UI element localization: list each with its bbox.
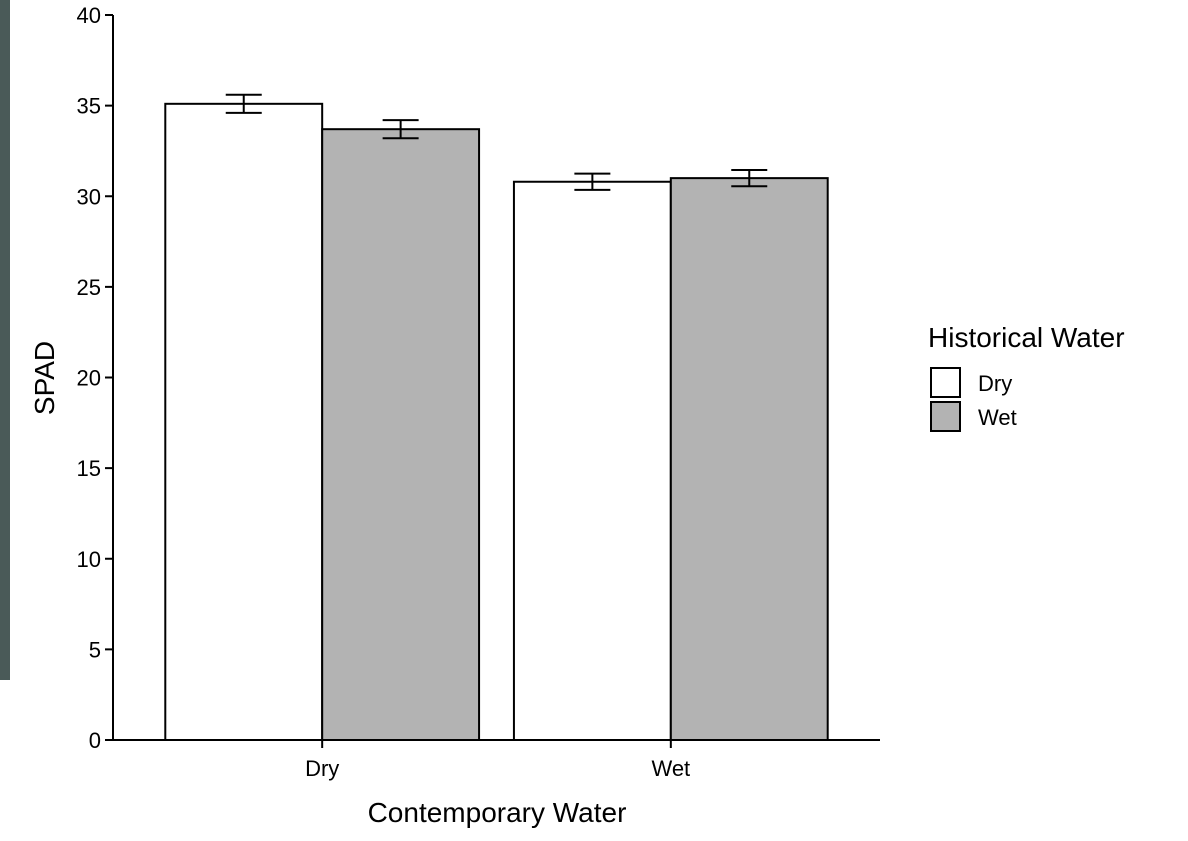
x-tick-label: Wet: [651, 756, 690, 781]
legend-key: [931, 368, 960, 397]
y-tick-label: 25: [77, 275, 101, 300]
legend-key: [931, 402, 960, 431]
bar: [671, 178, 828, 740]
bar: [165, 104, 322, 740]
y-tick-label: 20: [77, 366, 101, 391]
x-axis-title: Contemporary Water: [368, 797, 627, 828]
y-tick-label: 15: [77, 456, 101, 481]
y-tick-label: 0: [89, 728, 101, 753]
legend-label: Dry: [978, 371, 1012, 396]
chart: Contemporary Water SPAD Historical Water…: [0, 0, 1188, 836]
bar: [322, 129, 479, 740]
bar: [514, 182, 671, 740]
y-tick-label: 35: [77, 94, 101, 119]
image-fragment: [0, 0, 10, 680]
y-tick-label: 30: [77, 184, 101, 209]
y-axis-title: SPAD: [29, 341, 60, 415]
y-tick-label: 40: [77, 3, 101, 28]
legend-title: Historical Water: [928, 322, 1125, 353]
y-tick-label: 10: [77, 547, 101, 572]
y-tick-label: 5: [89, 637, 101, 662]
legend-label: Wet: [978, 405, 1017, 430]
x-tick-label: Dry: [305, 756, 339, 781]
